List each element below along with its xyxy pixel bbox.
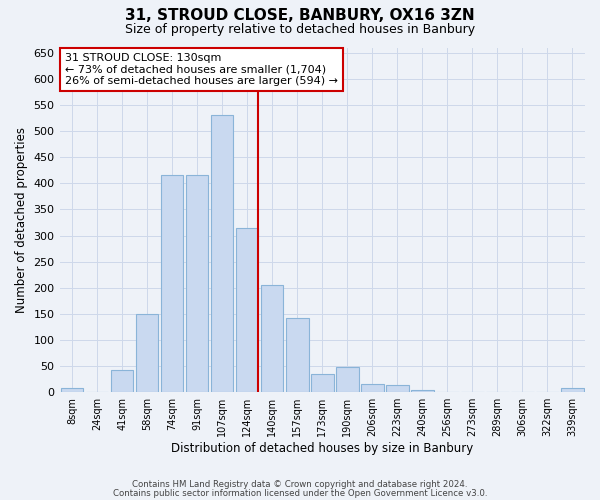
X-axis label: Distribution of detached houses by size in Banbury: Distribution of detached houses by size … [171, 442, 473, 455]
Text: Size of property relative to detached houses in Banbury: Size of property relative to detached ho… [125, 22, 475, 36]
Bar [261, 285, 283, 392]
Bar [286, 318, 308, 392]
Text: 31, STROUD CLOSE, BANBURY, OX16 3ZN: 31, STROUD CLOSE, BANBURY, OX16 3ZN [125, 8, 475, 22]
Text: Contains HM Land Registry data © Crown copyright and database right 2024.: Contains HM Land Registry data © Crown c… [132, 480, 468, 489]
Bar [336, 367, 359, 392]
Bar [361, 384, 383, 392]
Bar [161, 176, 184, 392]
Bar [111, 370, 133, 392]
Text: 31 STROUD CLOSE: 130sqm
← 73% of detached houses are smaller (1,704)
26% of semi: 31 STROUD CLOSE: 130sqm ← 73% of detache… [65, 52, 338, 86]
Bar [311, 374, 334, 392]
Bar [236, 228, 259, 392]
Bar [136, 314, 158, 392]
Text: Contains public sector information licensed under the Open Government Licence v3: Contains public sector information licen… [113, 489, 487, 498]
Bar [61, 388, 83, 392]
Bar [411, 390, 434, 392]
Bar [561, 388, 584, 392]
Bar [186, 176, 208, 392]
Y-axis label: Number of detached properties: Number of detached properties [15, 127, 28, 313]
Bar [211, 116, 233, 392]
Bar [386, 385, 409, 392]
